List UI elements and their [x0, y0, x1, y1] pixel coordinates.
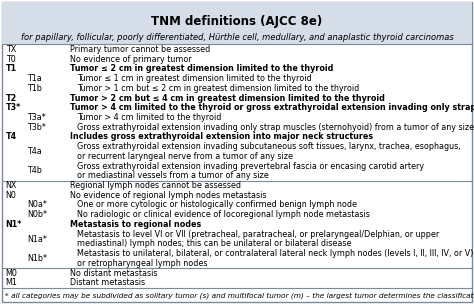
- Text: T3*: T3*: [6, 103, 21, 112]
- Text: N0: N0: [6, 191, 17, 200]
- Text: T1a: T1a: [27, 74, 42, 83]
- Text: Regional lymph nodes cannot be assessed: Regional lymph nodes cannot be assessed: [70, 181, 241, 190]
- Text: NX: NX: [6, 181, 17, 190]
- Text: TX: TX: [6, 45, 16, 54]
- Text: Tumor ≤ 1 cm in greatest dimension limited to the thyroid: Tumor ≤ 1 cm in greatest dimension limit…: [77, 74, 312, 83]
- Text: Gross extrathyroidal extension invading subcutaneous soft tissues, larynx, trach: Gross extrathyroidal extension invading …: [77, 142, 461, 151]
- Text: Gross extrathyroidal extension invading prevertebral fascia or encasing carotid : Gross extrathyroidal extension invading …: [77, 162, 424, 171]
- Text: Distant metastasis: Distant metastasis: [70, 278, 145, 287]
- Text: or retropharyngeal lymph nodes: or retropharyngeal lymph nodes: [77, 259, 208, 268]
- Text: M1: M1: [6, 278, 18, 287]
- Text: T0: T0: [6, 55, 16, 64]
- Text: Tumor > 4 cm limited to the thyroid: Tumor > 4 cm limited to the thyroid: [77, 113, 222, 122]
- Text: T1b: T1b: [27, 84, 42, 93]
- Text: N1a*: N1a*: [27, 234, 47, 244]
- Text: or mediastinal vessels from a tumor of any size: or mediastinal vessels from a tumor of a…: [77, 171, 269, 180]
- Text: T3a*: T3a*: [27, 113, 46, 122]
- Text: for papillary, follicular, poorly differentiated, Hürthle cell, medullary, and a: for papillary, follicular, poorly differ…: [21, 33, 453, 42]
- Text: Gross extrathyroidal extension invading only strap muscles (sternohyoid) from a : Gross extrathyroidal extension invading …: [77, 123, 474, 132]
- Text: No evidence of regional lymph nodes metastasis: No evidence of regional lymph nodes meta…: [70, 191, 267, 200]
- Text: * all categories may be subdivided as solitary tumor (s) and multifocal tumor (m: * all categories may be subdivided as so…: [5, 292, 474, 299]
- Text: No evidence of primary tumor: No evidence of primary tumor: [70, 55, 192, 64]
- Text: or recurrent laryngeal nerve from a tumor of any size: or recurrent laryngeal nerve from a tumo…: [77, 152, 293, 161]
- Text: M0: M0: [6, 268, 18, 278]
- Text: Metastasis to unilateral, bilateral, or contralateral lateral neck lymph nodes (: Metastasis to unilateral, bilateral, or …: [77, 249, 474, 258]
- Text: T4b: T4b: [27, 167, 42, 175]
- Text: N1b*: N1b*: [27, 254, 47, 263]
- Text: T3b*: T3b*: [27, 123, 46, 132]
- Text: No radiologic or clinical evidence of locoregional lymph node metastasis: No radiologic or clinical evidence of lo…: [77, 210, 370, 219]
- Text: No distant metastasis: No distant metastasis: [70, 268, 158, 278]
- Text: T4a: T4a: [27, 147, 42, 156]
- Text: Primary tumor cannot be assessed: Primary tumor cannot be assessed: [70, 45, 210, 54]
- Text: N1*: N1*: [6, 220, 22, 229]
- Text: mediastinal) lymph nodes; this can be unilateral or bilateral disease: mediastinal) lymph nodes; this can be un…: [77, 239, 352, 248]
- Bar: [2, 2, 472, 44]
- Text: Metastasis to level VI or VII (pretracheal, paratracheal, or prelaryngeal/Delphi: Metastasis to level VI or VII (pretrache…: [77, 230, 439, 239]
- Text: T4: T4: [6, 133, 17, 141]
- Text: One or more cytologic or histologically confirmed benign lymph node: One or more cytologic or histologically …: [77, 201, 357, 209]
- Text: Includes gross extrathyroidal extension into major neck structures: Includes gross extrathyroidal extension …: [70, 133, 374, 141]
- Text: T2: T2: [6, 94, 17, 103]
- Text: Tumor > 1 cm but ≤ 2 cm in greatest dimension limited to the thyroid: Tumor > 1 cm but ≤ 2 cm in greatest dime…: [77, 84, 359, 93]
- Text: Tumor ≤ 2 cm in greatest dimension limited to the thyroid: Tumor ≤ 2 cm in greatest dimension limit…: [70, 64, 334, 74]
- Text: Metastasis to regional nodes: Metastasis to regional nodes: [70, 220, 201, 229]
- Text: TNM definitions (AJCC 8e): TNM definitions (AJCC 8e): [151, 15, 323, 28]
- Text: Tumor > 4 cm limited to the thyroid or gross extrathyroidal extension invading o: Tumor > 4 cm limited to the thyroid or g…: [70, 103, 474, 112]
- Text: N0b*: N0b*: [27, 210, 47, 219]
- Text: N0a*: N0a*: [27, 201, 47, 209]
- Text: Tumor > 2 cm but ≤ 4 cm in greatest dimension limited to the thyroid: Tumor > 2 cm but ≤ 4 cm in greatest dime…: [70, 94, 385, 103]
- Text: T1: T1: [6, 64, 17, 74]
